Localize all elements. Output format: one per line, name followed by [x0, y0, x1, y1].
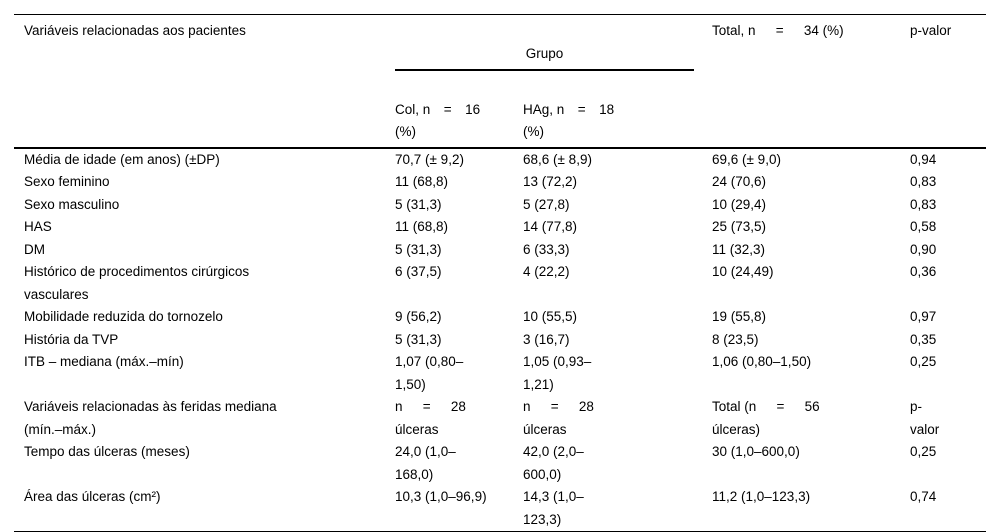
row-value: 9 (56,2): [395, 309, 442, 324]
header-row-1: Variáveis relacionadas aos pacientes Gru…: [14, 15, 986, 94]
row-value: 11 (68,8): [395, 219, 449, 234]
row-value: 0,83: [910, 174, 937, 189]
row-value: 42,0 (2,0– 600,0): [523, 444, 584, 482]
column-header-total: Total, n = 34 (%): [712, 23, 844, 38]
row-value: 0,36: [910, 264, 937, 279]
row-label: Tempo das úlceras (meses): [24, 444, 190, 459]
row-value: 1,05 (0,93– 1,21): [523, 354, 592, 392]
row-value: 11 (68,8): [395, 174, 449, 189]
row-label: DM: [24, 241, 45, 257]
row-value: 69,6 (± 9,0): [712, 151, 781, 167]
row-label: Sexo masculino: [24, 196, 120, 212]
row-value: 19 (55,8): [712, 309, 767, 324]
table-row: Variáveis relacionadas às feridas median…: [14, 396, 986, 441]
row-value: 0,58: [910, 219, 937, 234]
row-value: 0,74: [910, 489, 937, 504]
row-value: 25 (73,5): [712, 219, 767, 234]
column-header-group-cell: Grupo: [395, 15, 712, 94]
row-label: Variáveis relacionadas às feridas median…: [24, 399, 277, 437]
row-value: 13 (72,2): [523, 174, 578, 189]
row-value: n = 28 úlceras: [395, 399, 466, 437]
row-value: 14,3 (1,0– 123,3): [523, 489, 584, 527]
column-header-hag-subgroup: HAg, n = 18 (%): [523, 101, 615, 140]
table-row: Sexo masculino 5 (31,3) 5 (27,8) 10 (29,4) 0…: [14, 194, 986, 217]
table-row: Histórico de procedimentos cirúrgicos va…: [14, 261, 986, 306]
row-value: 14 (77,8): [523, 219, 578, 234]
row-value: 4 (22,2): [523, 264, 570, 279]
row-label: ITB – mediana (máx.–mín): [24, 354, 184, 369]
row-value: 1,07 (0,80– 1,50): [395, 354, 464, 392]
row-label: Histórico de procedimentos cirúrgicos va…: [24, 264, 250, 302]
row-label: HAS: [24, 219, 52, 234]
column-header-variables: Variáveis relacionadas aos pacientes: [24, 23, 246, 38]
row-label: História da TVP: [24, 331, 119, 347]
column-header-grupo: Grupo: [395, 43, 694, 71]
row-label: Mobilidade reduzida do tornozelo: [24, 309, 223, 324]
row-value: 5 (31,3): [395, 196, 442, 212]
table-row: Tempo das úlceras (meses) 24,0 (1,0– 168,…: [14, 441, 986, 486]
row-value: n = 28 úlceras: [523, 399, 594, 437]
row-value: 6 (33,3): [523, 241, 570, 257]
row-value: 3 (16,7): [523, 331, 570, 347]
row-label: Sexo feminino: [24, 174, 110, 189]
row-label: Média de idade (em anos) (±DP): [24, 151, 220, 167]
row-value: 5 (31,3): [395, 331, 442, 347]
table-row: Média de idade (em anos) (±DP) 70,7 (± 9,…: [14, 148, 986, 172]
column-header-pvalor: p-valor: [910, 23, 952, 38]
patient-variables-table: Variáveis relacionadas aos pacientes Gru…: [14, 14, 986, 532]
table-row: Sexo feminino 11 (68,8) 13 (72,2) 24 (70,6)…: [14, 171, 986, 194]
table-row: Área das úlceras (cm²) 10,3 (1,0–96,9) 14,…: [14, 486, 986, 532]
row-value: 30 (1,0–600,0): [712, 444, 800, 459]
table-row: DM 5 (31,3) 6 (33,3) 11 (32,3) 0,90: [14, 239, 986, 262]
row-value: 68,6 (± 8,9): [523, 151, 592, 167]
table-row: HAS 11 (68,8) 14 (77,8) 25 (73,5) 0,58: [14, 216, 986, 239]
row-value: 10,3 (1,0–96,9): [395, 489, 487, 504]
row-value: Total (n = 56 úlceras): [712, 399, 820, 437]
row-value: 0,83: [910, 196, 937, 212]
row-value: 0,90: [910, 241, 937, 257]
paper-page: Variáveis relacionadas aos pacientes Gru…: [0, 14, 1000, 532]
row-value: 0,35: [910, 331, 937, 347]
table-body: Média de idade (em anos) (±DP) 70,7 (± 9,…: [14, 148, 986, 532]
row-value: 70,7 (± 9,2): [395, 151, 464, 167]
row-value: 11,2 (1,0–123,3): [712, 489, 811, 504]
row-value: 10 (55,5): [523, 309, 578, 324]
table-row: História da TVP 5 (31,3) 3 (16,7) 8 (23,5) 0…: [14, 329, 986, 352]
row-value: 0,97: [910, 309, 937, 324]
row-label: Área das úlceras (cm²): [24, 489, 161, 504]
row-value: 6 (37,5): [395, 264, 442, 279]
row-value: 24 (70,6): [712, 174, 767, 189]
row-value: p- valor: [910, 399, 940, 437]
row-value: 0,25: [910, 444, 937, 459]
row-value: 5 (31,3): [395, 241, 442, 257]
row-value: 10 (29,4): [712, 196, 767, 212]
row-value: 5 (27,8): [523, 196, 570, 212]
row-value: 10 (24,49): [712, 264, 774, 279]
row-value: 0,25: [910, 354, 937, 369]
table-header: Variáveis relacionadas aos pacientes Gru…: [14, 15, 986, 148]
row-value: 11 (32,3): [712, 241, 766, 257]
row-value: 1,06 (0,80–1,50): [712, 354, 812, 369]
header-row-2: Col, n = 16 (%) HAg, n = 18 (%): [14, 94, 986, 148]
column-header-col-subgroup: Col, n = 16 (%): [395, 101, 481, 140]
table-row: Mobilidade reduzida do tornozelo 9 (56,2)…: [14, 306, 986, 329]
row-value: 0,94: [910, 151, 937, 167]
row-value: 24,0 (1,0– 168,0): [395, 444, 456, 482]
row-value: 8 (23,5): [712, 331, 759, 347]
table-row: ITB – mediana (máx.–mín) 1,07 (0,80– 1,50…: [14, 351, 986, 396]
